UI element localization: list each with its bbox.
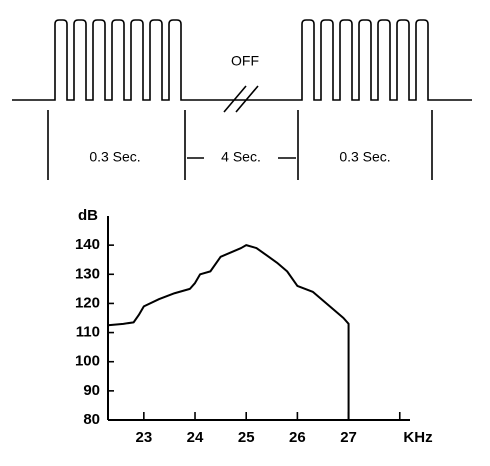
- x-tick-label: 24: [187, 429, 204, 446]
- y-tick-label: 80: [83, 411, 100, 428]
- segment-label: 0.3 Sec.: [339, 149, 390, 165]
- x-tick-label: 25: [238, 429, 255, 446]
- x-tick-label: 23: [135, 429, 152, 446]
- y-axis-label: dB: [78, 207, 98, 224]
- y-tick-label: 120: [75, 294, 100, 311]
- off-label: OFF: [231, 53, 259, 69]
- pulse-train: [12, 19, 472, 101]
- x-axis-label: KHz: [403, 429, 432, 446]
- series-line: [107, 244, 350, 420]
- y-tick-label: 130: [75, 265, 100, 282]
- x-tick-label: 27: [340, 429, 357, 446]
- segment-label: 0.3 Sec.: [89, 149, 140, 165]
- x-tick-label: 26: [289, 429, 306, 446]
- pulse-timing: [47, 85, 433, 180]
- y-tick-label: 140: [75, 236, 100, 253]
- break-mark: [223, 85, 247, 113]
- break-mark: [235, 85, 259, 113]
- segment-label: 4 Sec.: [221, 149, 261, 165]
- y-tick-label: 90: [83, 382, 100, 399]
- y-tick-label: 100: [75, 353, 100, 370]
- y-tick-label: 110: [76, 324, 100, 341]
